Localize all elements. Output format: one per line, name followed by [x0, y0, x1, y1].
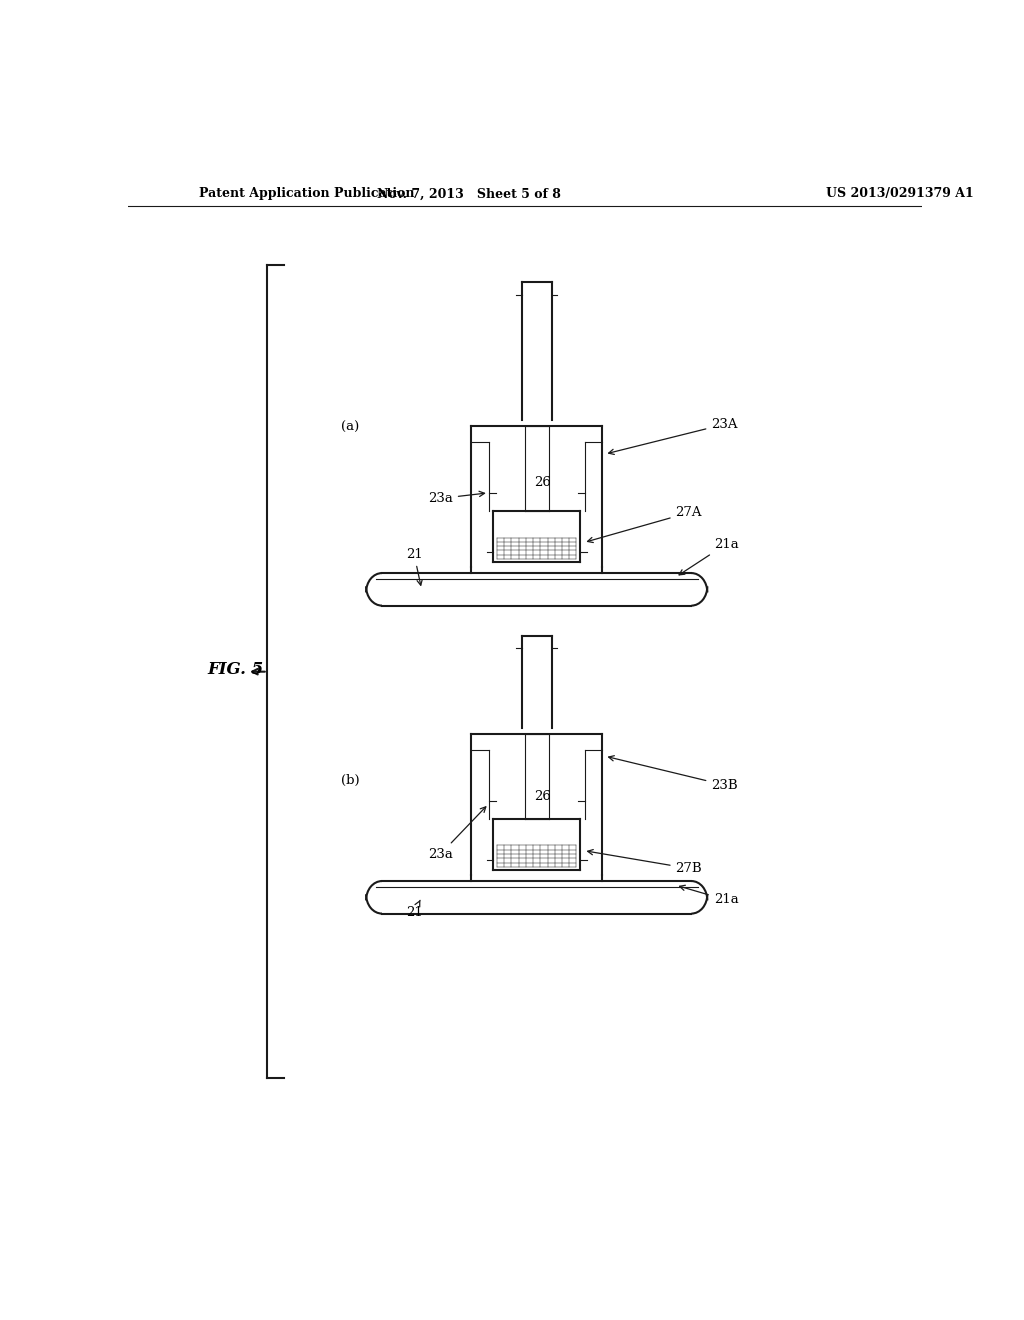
Text: 23A: 23A	[608, 417, 738, 454]
Text: 23B: 23B	[608, 755, 738, 792]
Text: 23a: 23a	[428, 807, 485, 861]
Text: FIG. 5: FIG. 5	[207, 661, 263, 678]
Text: (b): (b)	[341, 774, 359, 787]
Text: 21a: 21a	[680, 886, 738, 907]
Text: 27B: 27B	[588, 850, 702, 875]
Text: Nov. 7, 2013   Sheet 5 of 8: Nov. 7, 2013 Sheet 5 of 8	[377, 187, 561, 201]
Text: 26: 26	[535, 475, 552, 488]
Text: US 2013/0291379 A1: US 2013/0291379 A1	[826, 187, 974, 201]
Text: 27A: 27A	[588, 506, 702, 543]
Text: 21: 21	[406, 548, 423, 585]
Text: Patent Application Publication: Patent Application Publication	[200, 187, 415, 201]
Text: 21: 21	[406, 900, 423, 919]
Text: (a): (a)	[341, 421, 359, 434]
Text: 23a: 23a	[428, 491, 484, 506]
Text: 21a: 21a	[679, 537, 738, 576]
Text: 26: 26	[535, 789, 552, 803]
